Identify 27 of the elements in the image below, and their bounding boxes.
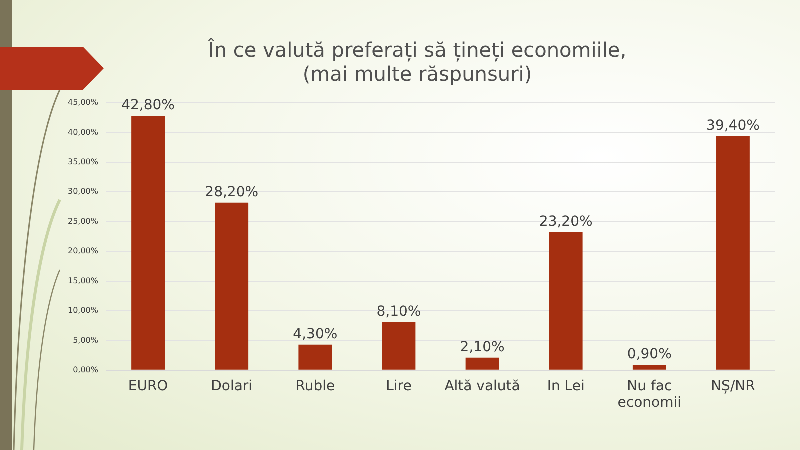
data-label: 39,40%: [706, 118, 760, 134]
data-label: 4,30%: [293, 326, 338, 342]
x-tick-label: Dolari: [211, 378, 253, 394]
x-tick-label: In Lei: [547, 378, 585, 394]
y-tick-label: 45,00%: [68, 98, 99, 108]
y-tick-label: 35,00%: [68, 158, 99, 166]
y-tick-label: 25,00%: [68, 216, 99, 226]
y-tick-label: 20,00%: [68, 246, 99, 256]
x-tick-label: Nu fac economii: [618, 378, 682, 412]
data-label: 8,10%: [376, 304, 422, 320]
x-tick-label: NȘ/NR: [711, 378, 756, 394]
y-tick-label: 40,00%: [68, 128, 99, 137]
x-tick-label: Lire: [386, 378, 412, 394]
data-label: 42,80%: [122, 98, 175, 114]
x-tick-label: EURO: [128, 378, 168, 394]
chart-title: În ce valută preferați să țineți economiile, (mai multe răspunsuri): [207, 38, 627, 86]
data-label: 28,20%: [205, 184, 259, 200]
data-label: 2,10%: [460, 340, 505, 356]
data-label: 0,90%: [627, 346, 672, 363]
y-tick-label: 15,00%: [68, 276, 99, 286]
y-tick-label: 0,00%: [73, 365, 99, 374]
x-tick-label: Altă valută: [444, 378, 520, 394]
x-tick-label: Ruble: [296, 378, 336, 394]
y-tick-label: 10,00%: [68, 306, 99, 316]
y-tick-label: 5,00%: [73, 336, 99, 345]
data-label: 23,20%: [539, 214, 593, 230]
y-tick-label: 30,00%: [68, 187, 99, 196]
